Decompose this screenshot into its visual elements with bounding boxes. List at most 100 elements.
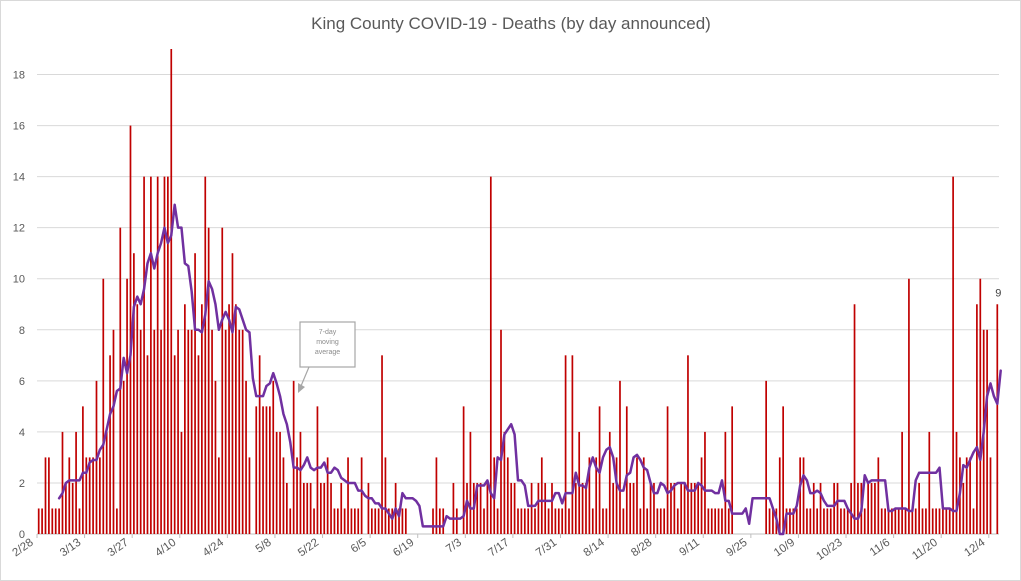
death-bar bbox=[530, 482, 533, 534]
death-bar bbox=[139, 329, 142, 534]
death-bar bbox=[826, 508, 829, 534]
death-bar bbox=[653, 482, 655, 534]
death-bar bbox=[381, 355, 383, 534]
death-bar bbox=[68, 457, 71, 534]
death-bar bbox=[588, 457, 591, 534]
death-bar bbox=[367, 482, 370, 534]
death-bar bbox=[928, 431, 931, 534]
death-bar bbox=[510, 482, 513, 534]
x-tick-label: 6/5 bbox=[349, 537, 369, 556]
death-bar bbox=[962, 482, 965, 534]
death-bar bbox=[911, 508, 914, 534]
death-bar bbox=[299, 431, 302, 534]
death-bar bbox=[387, 508, 390, 534]
death-bar bbox=[309, 482, 312, 534]
death-bar bbox=[88, 457, 91, 534]
death-bar bbox=[377, 508, 380, 534]
death-bar bbox=[313, 508, 315, 534]
x-tick-label: 7/17 bbox=[486, 537, 511, 560]
death-bar bbox=[51, 508, 54, 534]
death-bar bbox=[877, 457, 880, 534]
death-bar bbox=[82, 406, 84, 534]
death-bar bbox=[340, 482, 343, 534]
death-bar bbox=[214, 380, 217, 534]
x-tick-label: 8/14 bbox=[582, 536, 608, 559]
death-bar bbox=[258, 355, 261, 534]
death-bar bbox=[717, 508, 720, 534]
death-bar bbox=[670, 482, 672, 534]
death-bar bbox=[901, 431, 903, 534]
death-bar bbox=[857, 482, 859, 534]
death-bar bbox=[71, 482, 74, 534]
death-bar bbox=[891, 508, 893, 534]
x-tick-label: 7/3 bbox=[444, 537, 464, 556]
y-tick-label: 10 bbox=[13, 274, 25, 286]
death-bar bbox=[503, 431, 506, 534]
death-bar bbox=[333, 508, 336, 534]
death-bar bbox=[452, 482, 455, 534]
death-bar bbox=[795, 508, 798, 534]
death-bar bbox=[506, 457, 509, 534]
x-tick-label: 11/20 bbox=[910, 537, 940, 563]
death-bar bbox=[605, 508, 608, 534]
death-bar bbox=[666, 406, 669, 534]
death-bar bbox=[938, 508, 941, 534]
y-tick-label: 12 bbox=[13, 223, 25, 235]
death-bar bbox=[306, 482, 309, 534]
callout-text: 7-day bbox=[319, 329, 337, 336]
death-bar bbox=[143, 176, 145, 534]
death-bar bbox=[782, 406, 784, 534]
y-tick-label: 4 bbox=[19, 427, 25, 439]
death-bar bbox=[163, 176, 166, 534]
death-bar bbox=[476, 482, 479, 534]
death-bar bbox=[551, 482, 553, 534]
death-bar bbox=[931, 508, 934, 534]
death-bar bbox=[282, 457, 285, 534]
death-bar bbox=[133, 253, 135, 534]
death-bar bbox=[500, 329, 502, 534]
death-bar bbox=[710, 508, 713, 534]
death-bar bbox=[642, 457, 645, 534]
death-bar bbox=[615, 457, 618, 534]
y-tick-label: 16 bbox=[13, 121, 25, 133]
death-bar bbox=[721, 508, 723, 534]
death-bar bbox=[976, 304, 978, 534]
death-bar bbox=[194, 253, 196, 534]
death-bar bbox=[48, 457, 50, 534]
death-bar bbox=[557, 508, 560, 534]
death-bar bbox=[177, 329, 179, 534]
y-tick-label: 0 bbox=[19, 529, 25, 541]
death-bar bbox=[792, 508, 795, 534]
death-bar bbox=[632, 482, 635, 534]
death-bar bbox=[707, 508, 710, 534]
death-bar bbox=[996, 304, 999, 534]
death-bar bbox=[156, 176, 159, 534]
death-bar bbox=[483, 508, 485, 534]
death-bar bbox=[629, 482, 632, 534]
death-bar bbox=[323, 482, 326, 534]
death-bar bbox=[486, 482, 489, 534]
death-bar bbox=[187, 329, 190, 534]
death-bar bbox=[602, 508, 604, 534]
death-bar bbox=[537, 482, 540, 534]
callout-text: moving bbox=[316, 339, 339, 346]
death-bar bbox=[231, 253, 234, 534]
death-bar bbox=[109, 355, 111, 534]
death-bar bbox=[65, 482, 67, 534]
death-bar bbox=[884, 508, 886, 534]
chart-title: King County COVID-19 - Deaths (by day an… bbox=[311, 14, 711, 33]
death-bar bbox=[619, 380, 621, 534]
death-bar bbox=[523, 508, 526, 534]
death-bar bbox=[391, 508, 394, 534]
death-bar bbox=[129, 125, 132, 534]
death-bar bbox=[272, 380, 275, 534]
death-bar bbox=[99, 457, 101, 534]
death-bar bbox=[568, 508, 570, 534]
death-bar bbox=[697, 482, 700, 534]
x-tick-label: 12/4 bbox=[962, 536, 988, 559]
death-bar bbox=[173, 355, 176, 534]
death-bar bbox=[649, 482, 652, 534]
death-bar bbox=[840, 508, 842, 534]
death-bar bbox=[897, 508, 900, 534]
death-bar bbox=[374, 508, 377, 534]
